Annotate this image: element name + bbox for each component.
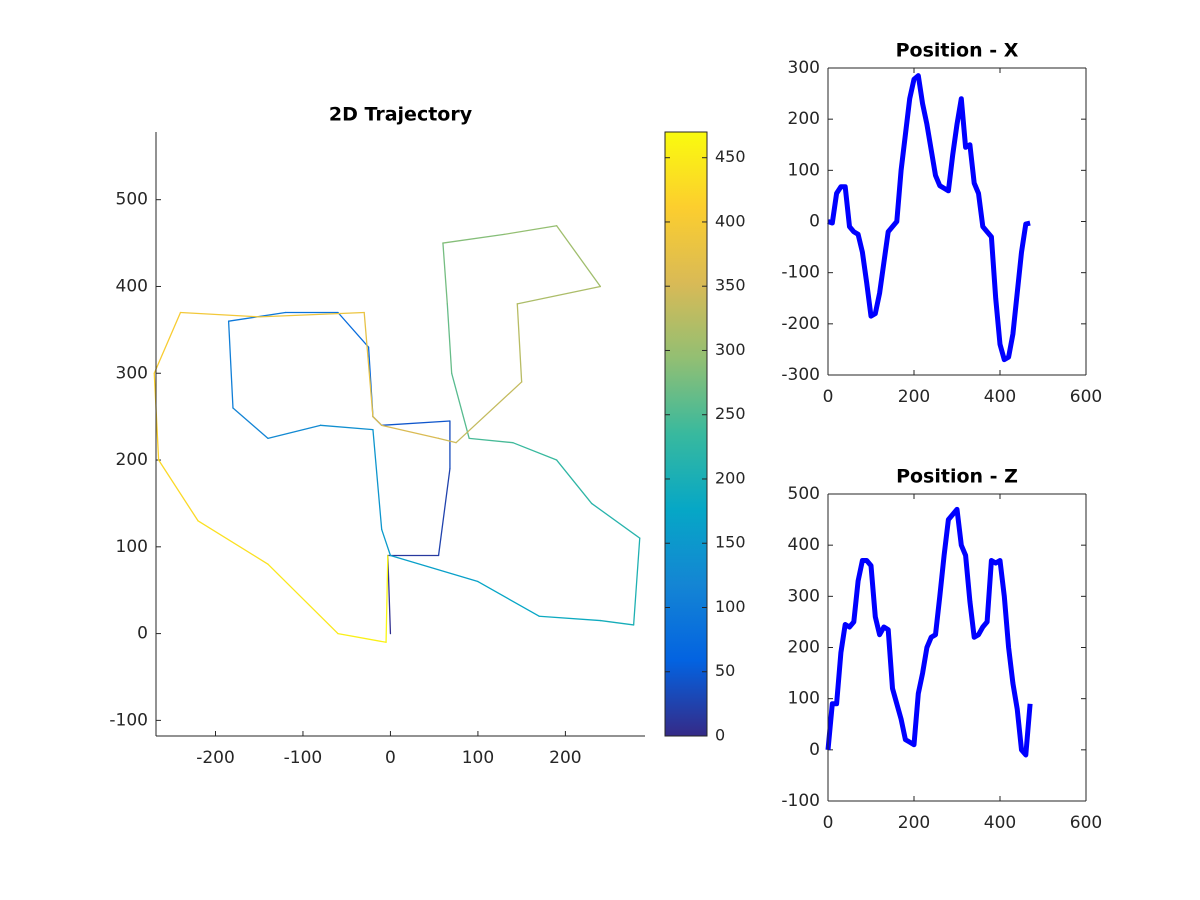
trajectory-segment bbox=[516, 285, 602, 305]
y-tick-label: -100 bbox=[781, 791, 820, 811]
colorbar-tick-label: 50 bbox=[715, 661, 735, 680]
trajectory-segment bbox=[590, 502, 641, 539]
trajectory-segment bbox=[442, 233, 505, 244]
trajectory-segment bbox=[258, 311, 365, 318]
colorbar-tick-label: 350 bbox=[715, 276, 746, 295]
trajectory-segment bbox=[381, 528, 392, 557]
trajectory-segment bbox=[387, 554, 392, 635]
x-tick-label: 0 bbox=[823, 387, 834, 407]
chart-title: Position - Z bbox=[896, 466, 1018, 488]
trajectory-segment bbox=[385, 554, 389, 643]
y-tick-label: 100 bbox=[116, 537, 148, 557]
x-tick-label: -200 bbox=[196, 748, 235, 768]
trajectory-segment bbox=[451, 372, 470, 439]
trajectory-segment bbox=[267, 424, 322, 439]
x-tick-label: 100 bbox=[462, 748, 494, 768]
trajectory-segment bbox=[389, 554, 479, 583]
trajectory-segment bbox=[446, 303, 453, 374]
colorbar-tick-label: 100 bbox=[715, 597, 746, 616]
trajectory-segment bbox=[516, 303, 523, 383]
y-tick-label: 100 bbox=[788, 689, 820, 709]
y-tick-label: 0 bbox=[137, 624, 148, 644]
y-tick-label: 200 bbox=[788, 638, 820, 658]
x-tick-label: 400 bbox=[984, 813, 1016, 833]
trajectory-segment bbox=[632, 537, 641, 626]
y-tick-label: 500 bbox=[116, 190, 148, 210]
y-tick-label: 300 bbox=[116, 363, 148, 383]
trajectory-segment bbox=[503, 225, 558, 236]
y-tick-label: 500 bbox=[788, 484, 820, 504]
x-tick-label: 200 bbox=[549, 748, 581, 768]
trajectory-segment bbox=[468, 437, 514, 444]
trajectory-segment bbox=[437, 437, 457, 444]
y-tick-label: 0 bbox=[809, 740, 820, 760]
y-tick-label: -100 bbox=[781, 263, 820, 283]
x-tick-label: 0 bbox=[823, 813, 834, 833]
x-tick-label: 200 bbox=[898, 813, 930, 833]
trajectory-segment bbox=[372, 429, 383, 531]
colorbar-tick-label: 0 bbox=[715, 726, 725, 745]
y-tick-label: -300 bbox=[781, 365, 820, 385]
colorbar bbox=[664, 131, 708, 737]
colorbar-tick-label: 450 bbox=[715, 147, 746, 166]
x-tick-label: 600 bbox=[1070, 387, 1102, 407]
trajectory-segment bbox=[157, 459, 199, 522]
trajectory-segment bbox=[512, 442, 558, 461]
y-tick-label: 400 bbox=[116, 276, 148, 296]
x-tick-label: 600 bbox=[1070, 813, 1102, 833]
trajectory-segment bbox=[337, 632, 387, 643]
colorbar-tick-label: 400 bbox=[715, 211, 746, 230]
x-tick-label: 400 bbox=[984, 387, 1016, 407]
y-tick-label: 0 bbox=[809, 212, 820, 232]
data-line bbox=[827, 73, 1031, 363]
trajectory-segment bbox=[599, 619, 635, 626]
y-tick-label: 400 bbox=[788, 535, 820, 555]
trajectory-segment bbox=[477, 580, 540, 617]
x-tick-label: 200 bbox=[898, 387, 930, 407]
trajectory-segment bbox=[442, 242, 448, 305]
trajectory-segment bbox=[555, 459, 593, 505]
x-tick-label: 0 bbox=[385, 748, 396, 768]
trajectory-segment bbox=[232, 407, 269, 439]
chart-title: 2D Trajectory bbox=[329, 104, 473, 126]
trajectory-segment bbox=[319, 424, 374, 431]
trajectory-segment bbox=[153, 311, 182, 374]
trajectory-segment bbox=[337, 311, 370, 348]
x-tick-label: -100 bbox=[284, 748, 323, 768]
trajectory-segment bbox=[381, 420, 451, 426]
y-tick-label: 100 bbox=[788, 160, 820, 180]
y-tick-label: -100 bbox=[109, 710, 148, 730]
trajectory-segment bbox=[197, 520, 269, 565]
colorbar-tick-label: 300 bbox=[715, 340, 746, 359]
y-tick-label: 200 bbox=[788, 109, 820, 129]
trajectory-segment bbox=[381, 424, 440, 439]
y-tick-label: 300 bbox=[788, 586, 820, 606]
y-tick-label: 300 bbox=[788, 58, 820, 78]
trajectory-segment bbox=[179, 311, 260, 318]
colorbar-ticks: 0 50 100 150 200 250 300 350 400 450 bbox=[665, 147, 746, 745]
trajectory-segment bbox=[267, 563, 339, 635]
colorbar-tick-label: 200 bbox=[715, 468, 746, 487]
chart-title: Position - X bbox=[896, 40, 1019, 62]
trajectory-segment bbox=[555, 225, 602, 288]
colorbar-tick-label: 250 bbox=[715, 404, 746, 423]
trajectory-segment bbox=[455, 381, 523, 444]
y-tick-label: 200 bbox=[116, 450, 148, 470]
data-line bbox=[825, 506, 1033, 758]
trajectory-segment bbox=[437, 468, 451, 557]
y-tick-label: -200 bbox=[781, 314, 820, 334]
colorbar-tick-label: 150 bbox=[715, 533, 746, 552]
trajectory-segment bbox=[538, 615, 602, 622]
trajectory-segment bbox=[363, 311, 374, 418]
trajectory-segment bbox=[372, 415, 383, 426]
trajectory-segment bbox=[227, 320, 234, 409]
